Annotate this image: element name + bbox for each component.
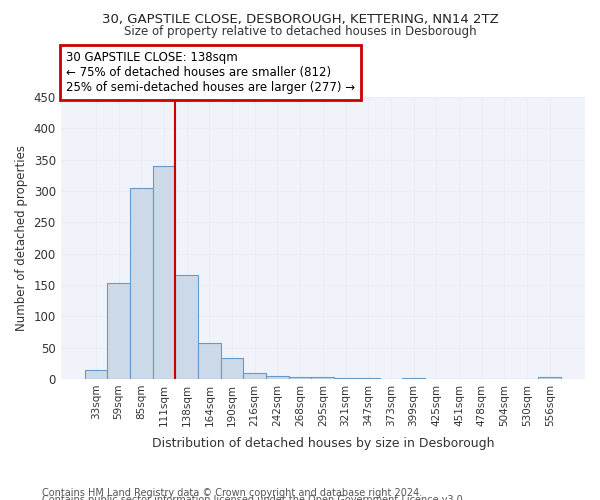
Bar [357,378,380,379]
Text: Contains HM Land Registry data © Crown copyright and database right 2024.: Contains HM Land Registry data © Crown c… [42,488,422,498]
Bar [221,358,244,379]
Text: 30, GAPSTILE CLOSE, DESBOROUGH, KETTERING, NN14 2TZ: 30, GAPSTILE CLOSE, DESBOROUGH, KETTERIN… [101,12,499,26]
Bar [334,378,357,379]
Bar [266,376,289,379]
Bar [244,372,266,379]
Text: Contains public sector information licensed under the Open Government Licence v3: Contains public sector information licen… [42,495,466,500]
Y-axis label: Number of detached properties: Number of detached properties [15,145,28,331]
Bar [538,377,561,379]
Bar [85,370,107,379]
Bar [198,343,221,379]
Text: Size of property relative to detached houses in Desborough: Size of property relative to detached ho… [124,25,476,38]
Bar [175,276,198,379]
Bar [130,188,152,379]
X-axis label: Distribution of detached houses by size in Desborough: Distribution of detached houses by size … [152,437,494,450]
Bar [311,377,334,379]
Text: 30 GAPSTILE CLOSE: 138sqm
← 75% of detached houses are smaller (812)
25% of semi: 30 GAPSTILE CLOSE: 138sqm ← 75% of detac… [66,51,355,94]
Bar [107,283,130,379]
Bar [289,377,311,379]
Bar [152,166,175,379]
Bar [402,378,425,379]
